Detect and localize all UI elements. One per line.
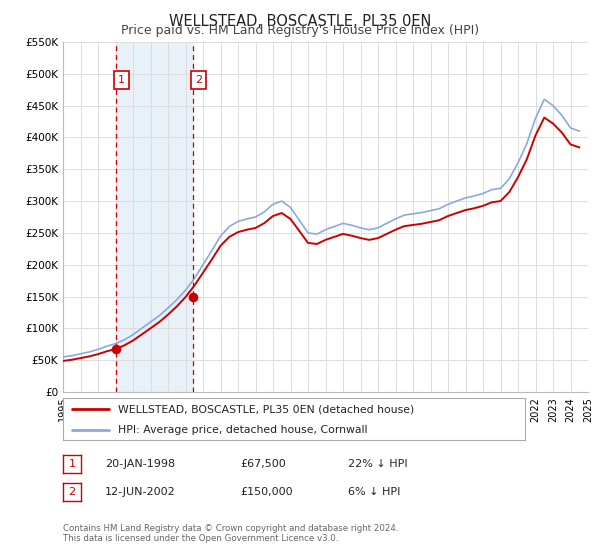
Text: 20-JAN-1998: 20-JAN-1998 (105, 459, 175, 469)
Point (188, 292, 198, 301)
Text: Price paid vs. HM Land Registry's House Price Index (HPI): Price paid vs. HM Land Registry's House … (121, 24, 479, 37)
Bar (116, 42, 193, 392)
Text: This data is licensed under the Open Government Licence v3.0.: This data is licensed under the Open Gov… (63, 534, 338, 543)
Text: 2: 2 (195, 75, 202, 85)
Point (112, 344, 121, 353)
Text: 2: 2 (68, 487, 76, 497)
Text: £67,500: £67,500 (240, 459, 286, 469)
Text: WELLSTEAD, BOSCASTLE, PL35 0EN: WELLSTEAD, BOSCASTLE, PL35 0EN (169, 14, 431, 29)
Text: 12-JUN-2002: 12-JUN-2002 (105, 487, 176, 497)
Text: 1: 1 (68, 459, 76, 469)
Text: WELLSTEAD, BOSCASTLE, PL35 0EN (detached house): WELLSTEAD, BOSCASTLE, PL35 0EN (detached… (118, 404, 415, 414)
Text: 6% ↓ HPI: 6% ↓ HPI (348, 487, 400, 497)
Text: £150,000: £150,000 (240, 487, 293, 497)
Text: 1: 1 (118, 75, 125, 85)
Text: HPI: Average price, detached house, Cornwall: HPI: Average price, detached house, Corn… (118, 426, 368, 435)
Text: Contains HM Land Registry data © Crown copyright and database right 2024.: Contains HM Land Registry data © Crown c… (63, 524, 398, 533)
Text: 22% ↓ HPI: 22% ↓ HPI (348, 459, 407, 469)
